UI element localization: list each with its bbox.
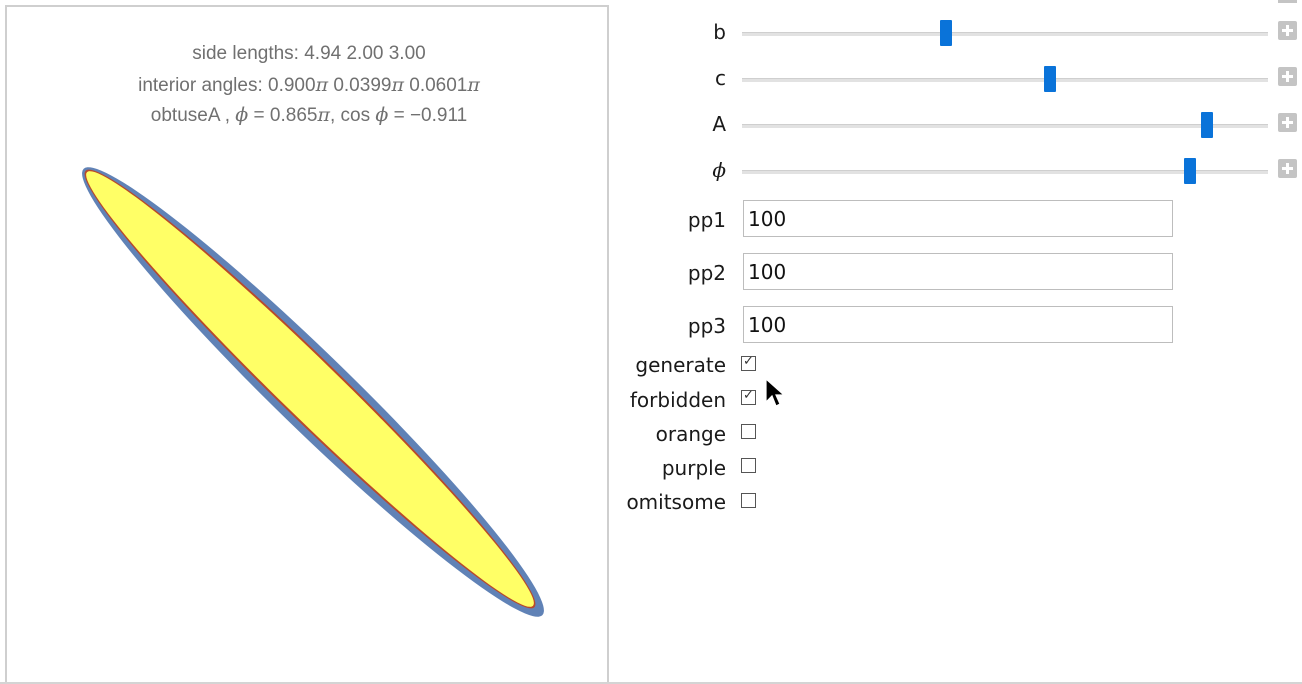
pp2-input[interactable]: 100 [743, 253, 1173, 290]
obtuse-phi-text: obtuseA , ϕ = 0.865π, cos ϕ = −0.911 [150, 104, 468, 126]
check-icon: ✓ [743, 354, 754, 369]
slider-thumb-b[interactable] [940, 20, 952, 46]
plot-panel: side lengths: 4.94 2.00 3.00 interior an… [5, 5, 609, 684]
purple-checkbox[interactable] [741, 458, 756, 473]
checkbox-label-generate: generate [635, 353, 726, 377]
plus-button-b[interactable] [1278, 21, 1297, 40]
slider-c[interactable] [742, 78, 1268, 82]
orange-checkbox[interactable] [741, 424, 756, 439]
input-label-pp1: pp1 [687, 208, 726, 232]
bottom-border [0, 682, 1302, 684]
pp3-input[interactable]: 100 [743, 306, 1173, 343]
check-icon: ✓ [743, 388, 754, 403]
input-label-pp2: pp2 [687, 261, 726, 285]
slider-label-phi: ϕ [712, 158, 726, 182]
plus-button-c[interactable] [1278, 67, 1297, 86]
generate-checkbox[interactable]: ✓ [741, 354, 756, 371]
forbidden-checkbox[interactable]: ✓ [741, 388, 756, 405]
pp1-input[interactable]: 100 [743, 200, 1173, 237]
interior-angles-text: interior angles: 0.900π 0.0399π 0.0601π [138, 74, 480, 96]
ellipse-graphic [82, 167, 544, 617]
plus-button-phi[interactable] [1278, 159, 1297, 178]
side-lengths-text: side lengths: 4.94 2.00 3.00 [192, 43, 426, 64]
omitsome-checkbox[interactable] [741, 493, 756, 508]
checkbox-label-omitsome: omitsome [626, 490, 726, 514]
slider-thumb-c[interactable] [1044, 66, 1056, 92]
checkbox-label-purple: purple [661, 456, 726, 480]
input-label-pp3: pp3 [687, 314, 726, 338]
slider-b[interactable] [742, 32, 1268, 36]
checkbox-label-orange: orange [655, 422, 726, 446]
slider-label-a: A [712, 112, 726, 136]
slider-label-b: b [713, 20, 726, 44]
slider-phi[interactable] [742, 170, 1268, 174]
slider-label-c: c [715, 66, 726, 90]
checkbox-label-forbidden: forbidden [629, 388, 726, 412]
ellipse-fill [86, 171, 534, 607]
slider-a[interactable] [742, 124, 1268, 128]
top-stub-button [1278, 0, 1297, 3]
plus-button-a[interactable] [1278, 113, 1297, 132]
mouse-cursor-icon [765, 378, 785, 407]
slider-thumb-phi[interactable] [1184, 158, 1196, 184]
slider-thumb-a[interactable] [1201, 112, 1213, 138]
